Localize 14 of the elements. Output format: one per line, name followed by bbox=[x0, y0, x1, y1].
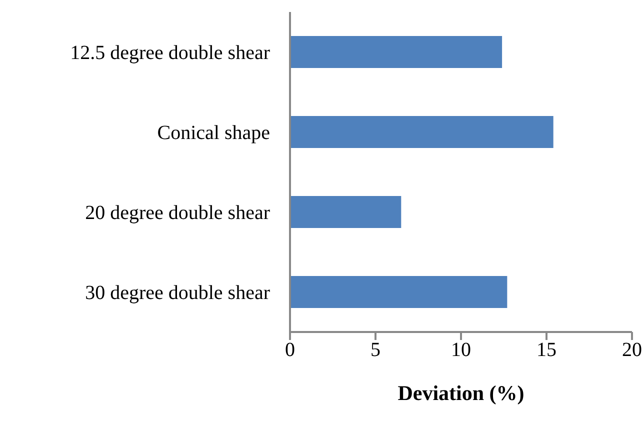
x-tick-label: 0 bbox=[285, 339, 295, 362]
x-tick-label: 20 bbox=[622, 339, 642, 362]
bar bbox=[290, 116, 554, 148]
x-axis-title: Deviation (%) bbox=[398, 381, 524, 405]
y-tick-label: 30 degree double shear bbox=[85, 282, 270, 304]
y-tick-label: Conical shape bbox=[157, 122, 270, 144]
x-tick-label: 10 bbox=[451, 339, 471, 362]
x-tick-label: 5 bbox=[370, 339, 380, 362]
y-tick-label: 20 degree double shear bbox=[85, 202, 270, 224]
bar bbox=[290, 36, 502, 68]
bar bbox=[290, 276, 508, 308]
x-tick-label: 15 bbox=[536, 339, 556, 362]
y-tick-label: 12.5 degree double shear bbox=[70, 42, 270, 64]
bar bbox=[290, 196, 402, 228]
